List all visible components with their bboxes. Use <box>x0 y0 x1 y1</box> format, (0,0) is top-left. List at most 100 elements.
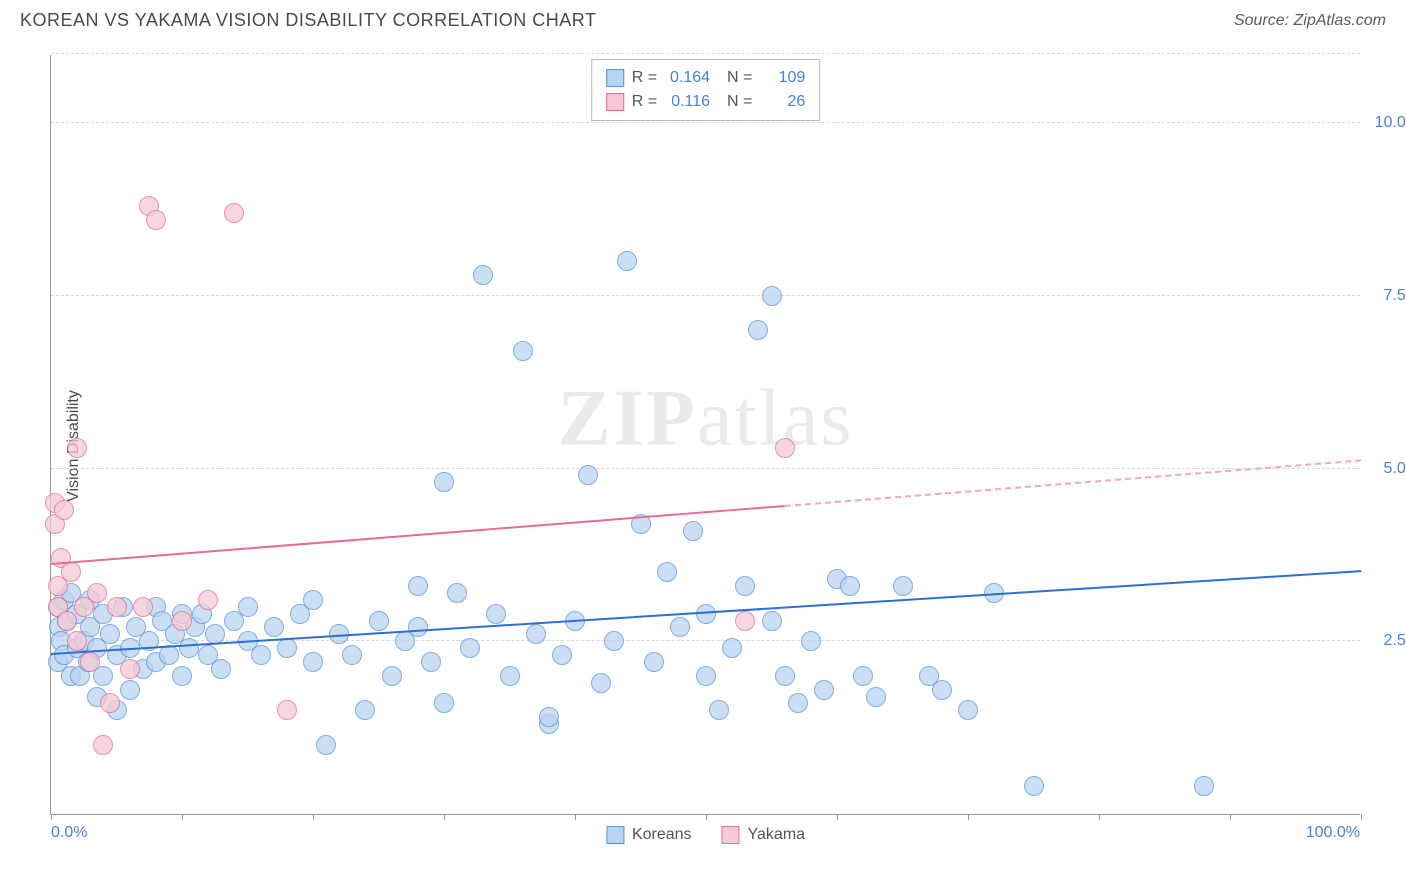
x-tick <box>444 814 445 820</box>
data-point <box>382 666 402 686</box>
data-point <box>198 590 218 610</box>
x-tick <box>313 814 314 820</box>
data-point <box>683 521 703 541</box>
data-point <box>853 666 873 686</box>
data-point <box>67 438 87 458</box>
data-point <box>526 624 546 644</box>
x-tick <box>1361 814 1362 820</box>
data-point <box>172 611 192 631</box>
watermark: ZIPatlas <box>558 374 854 465</box>
data-point <box>342 645 362 665</box>
data-point <box>179 638 199 658</box>
x-tick <box>706 814 707 820</box>
data-point <box>224 203 244 223</box>
data-point <box>762 286 782 306</box>
x-tick <box>182 814 183 820</box>
data-point <box>722 638 742 658</box>
gridline <box>51 295 1360 296</box>
n-value-koreans: 109 <box>760 66 805 90</box>
gridline <box>51 53 1360 54</box>
data-point <box>80 652 100 672</box>
data-point <box>61 562 81 582</box>
y-tick-label: 5.0% <box>1384 460 1406 478</box>
x-tick <box>837 814 838 820</box>
data-point <box>93 735 113 755</box>
data-point <box>735 611 755 631</box>
data-point <box>958 700 978 720</box>
data-point <box>762 611 782 631</box>
data-point <box>100 693 120 713</box>
data-point <box>277 700 297 720</box>
legend-stats-row-yakama: R = 0.116 N = 26 <box>606 90 806 114</box>
x-tick <box>968 814 969 820</box>
x-tick <box>575 814 576 820</box>
data-point <box>1024 776 1044 796</box>
gridline <box>51 122 1360 123</box>
data-point <box>238 597 258 617</box>
data-point <box>735 576 755 596</box>
legend-swatch-yakama <box>606 93 624 111</box>
data-point <box>146 210 166 230</box>
data-point <box>133 597 153 617</box>
legend-swatch-koreans-icon <box>606 826 624 844</box>
data-point <box>264 617 284 637</box>
data-point <box>486 604 506 624</box>
n-value-yakama: 26 <box>760 90 805 114</box>
data-point <box>251 645 271 665</box>
data-point <box>775 438 795 458</box>
data-point <box>355 700 375 720</box>
gridline <box>51 468 1360 469</box>
data-point <box>775 666 795 686</box>
data-point <box>277 638 297 658</box>
data-point <box>644 652 664 672</box>
data-point <box>120 680 140 700</box>
data-point <box>100 624 120 644</box>
data-point <box>1194 776 1214 796</box>
data-point <box>421 652 441 672</box>
legend-swatch-yakama-icon <box>722 826 740 844</box>
r-value-yakama: 0.116 <box>665 90 710 114</box>
x-tick <box>51 814 52 820</box>
data-point <box>617 251 637 271</box>
data-point <box>670 617 690 637</box>
data-point <box>434 693 454 713</box>
x-tick <box>1099 814 1100 820</box>
data-point <box>552 645 572 665</box>
data-point <box>120 659 140 679</box>
data-point <box>159 645 179 665</box>
source-attribution: Source: ZipAtlas.com <box>1234 12 1386 30</box>
data-point <box>87 583 107 603</box>
data-point <box>578 465 598 485</box>
data-point <box>866 687 886 707</box>
data-point <box>840 576 860 596</box>
trend-line <box>51 505 785 565</box>
data-point <box>54 500 74 520</box>
data-point <box>408 576 428 596</box>
data-point <box>748 320 768 340</box>
data-point <box>67 631 87 651</box>
data-point <box>369 611 389 631</box>
data-point <box>814 680 834 700</box>
data-point <box>303 590 323 610</box>
chart-title: KOREAN VS YAKAMA VISION DISABILITY CORRE… <box>20 10 596 31</box>
data-point <box>316 735 336 755</box>
data-point <box>539 707 559 727</box>
data-point <box>788 693 808 713</box>
data-point <box>709 700 729 720</box>
data-point <box>303 652 323 672</box>
data-point <box>591 673 611 693</box>
data-point <box>57 611 77 631</box>
data-point <box>460 638 480 658</box>
x-tick <box>1230 814 1231 820</box>
data-point <box>513 341 533 361</box>
data-point <box>500 666 520 686</box>
y-tick-label: 2.5% <box>1384 632 1406 650</box>
x-axis-label-max: 100.0% <box>1306 824 1360 842</box>
legend-series: Koreans Yakama <box>606 826 805 844</box>
legend-label-yakama: Yakama <box>748 826 806 844</box>
legend-swatch-koreans <box>606 69 624 87</box>
data-point <box>696 666 716 686</box>
legend-label-koreans: Koreans <box>632 826 692 844</box>
data-point <box>172 666 192 686</box>
data-point <box>932 680 952 700</box>
